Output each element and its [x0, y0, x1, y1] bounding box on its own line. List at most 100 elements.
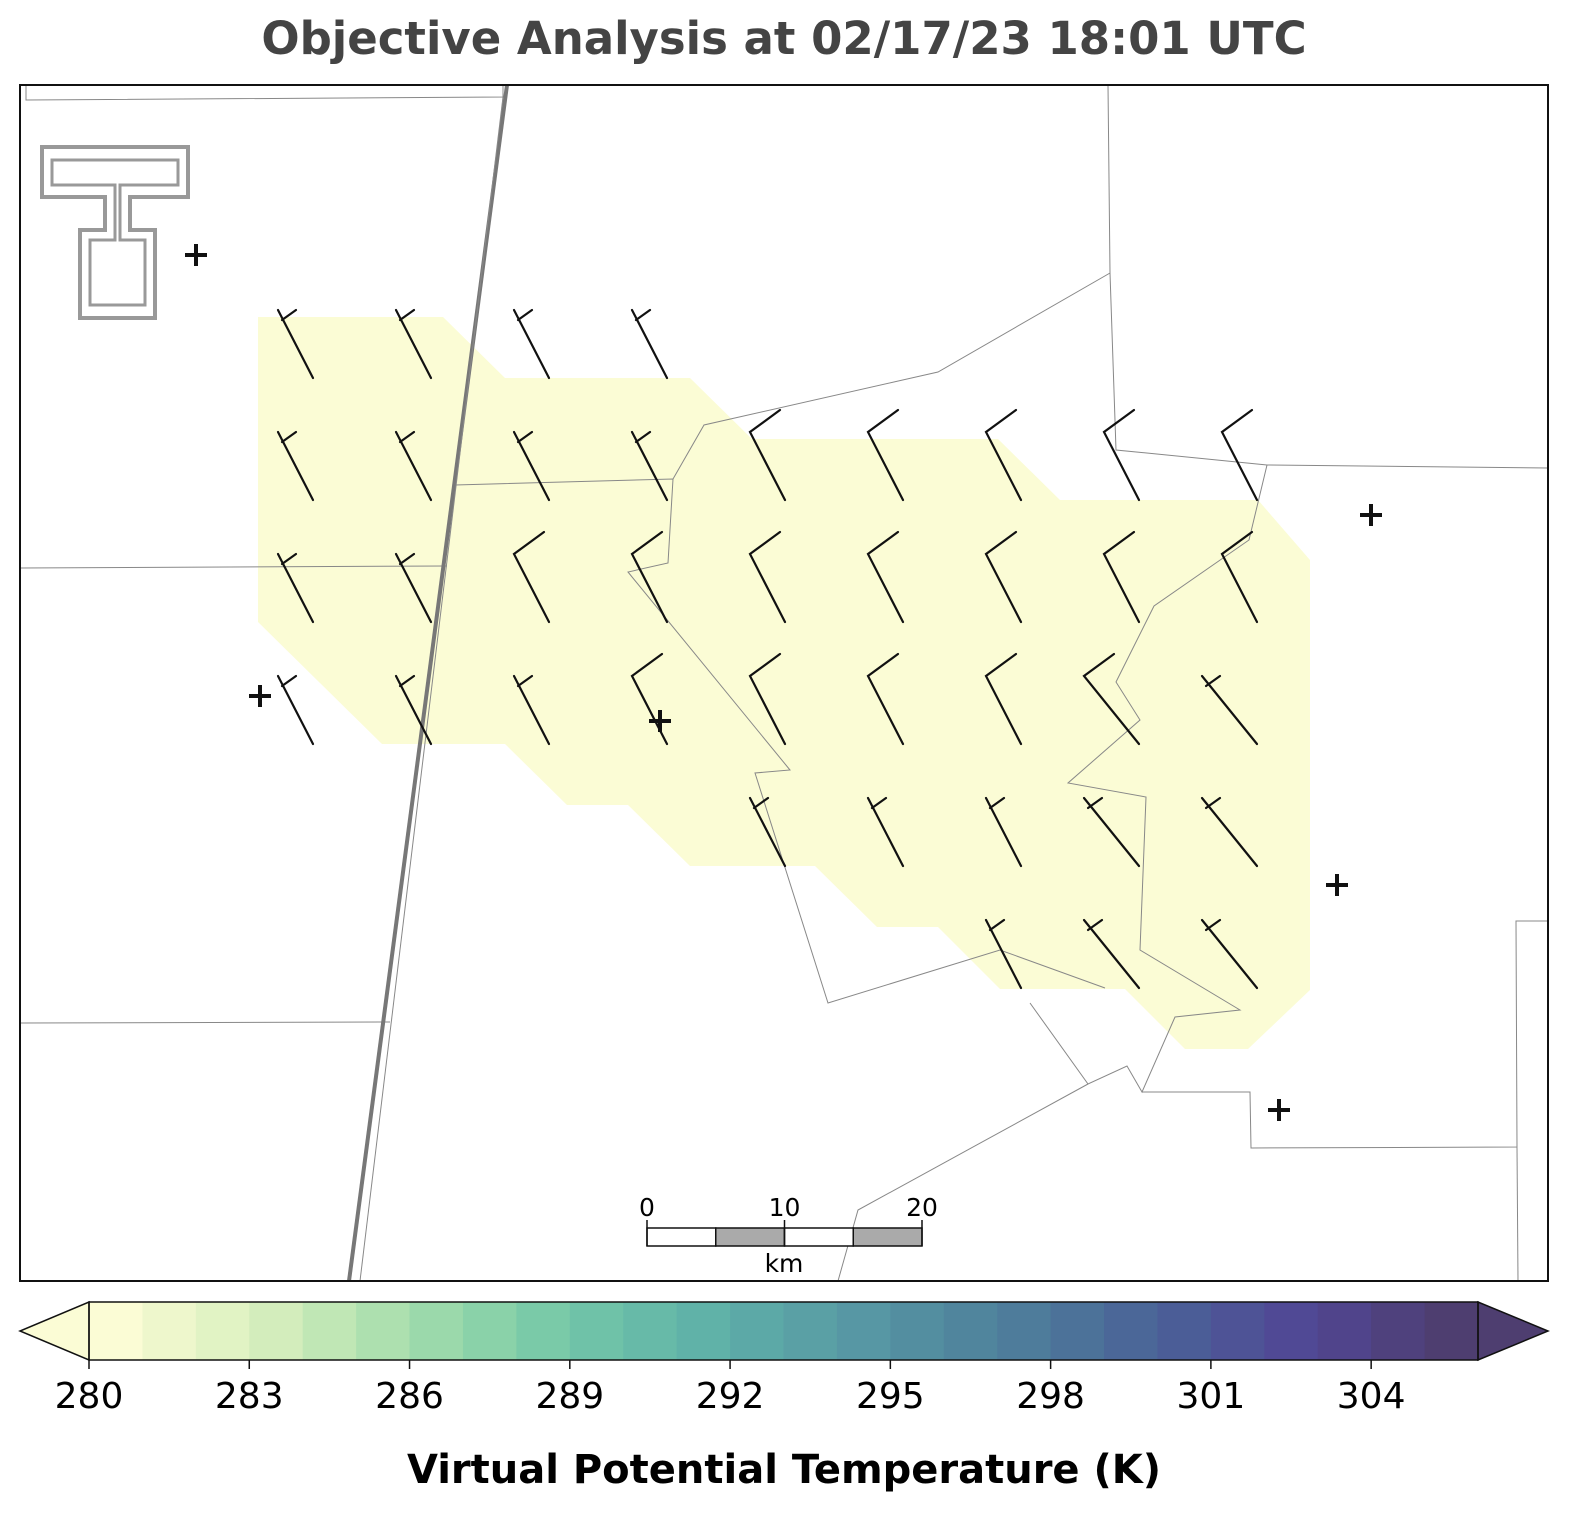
- wind-barb: [748, 796, 787, 868]
- stations: [185, 244, 1382, 1121]
- wind-barbs: [276, 308, 1259, 990]
- wind-barb: [512, 430, 551, 502]
- station-marker: [649, 710, 671, 732]
- wind-barb: [630, 430, 669, 502]
- scale-unit: km: [765, 1249, 804, 1278]
- colorbar-bin: [1371, 1302, 1426, 1360]
- wind-barb: [1102, 530, 1141, 624]
- colorbar-extend-high: [1477, 1300, 1550, 1362]
- wind-barb: [1082, 796, 1141, 868]
- wind-barb: [276, 308, 315, 380]
- colorbar-tick-label: 286: [375, 1376, 444, 1417]
- wind-barb: [1220, 408, 1259, 502]
- wind-barb: [512, 308, 551, 380]
- wind-barb: [984, 796, 1023, 868]
- colorbar-bin: [890, 1302, 945, 1360]
- colorbar-bin: [569, 1302, 624, 1360]
- wind-barb: [630, 530, 669, 624]
- wind-barb: [1220, 530, 1259, 624]
- wind-barb: [394, 674, 433, 746]
- colorbar-bin: [302, 1302, 357, 1360]
- wind-barb: [1082, 652, 1141, 746]
- wind-barb: [512, 530, 551, 624]
- colorbar-bin: [730, 1302, 784, 1360]
- colorbar-bin: [195, 1302, 250, 1360]
- wind-barb: [394, 308, 433, 380]
- scale-segment: [646, 1227, 717, 1247]
- colorbar-bin: [676, 1302, 731, 1360]
- wind-barb: [1200, 796, 1259, 868]
- station-marker: [249, 685, 271, 707]
- colorbar-bin: [249, 1302, 304, 1360]
- map-frame: [19, 84, 1549, 1282]
- colorbar-bin: [1210, 1302, 1265, 1360]
- wind-barb: [748, 408, 787, 502]
- colorbar-bin: [783, 1302, 838, 1360]
- colorbar-tick-label: 295: [856, 1376, 925, 1417]
- wind-barb: [984, 530, 1023, 624]
- county-lines: [19, 84, 1549, 1282]
- scale-tick-label: 20: [906, 1193, 938, 1222]
- scale-segment: [715, 1227, 786, 1247]
- wind-barb: [748, 652, 787, 746]
- colorbar-bin: [623, 1302, 678, 1360]
- logo: [40, 145, 190, 320]
- colorbar-bin: [462, 1302, 517, 1360]
- station-marker: [185, 244, 207, 266]
- colorbar: Virtual Potential Temperature (K) 280 283…: [18, 1300, 1550, 1493]
- wind-barb: [394, 552, 433, 624]
- colorbar-bin: [1424, 1302, 1479, 1360]
- colorbar-bin: [1264, 1302, 1319, 1360]
- wind-barb: [1200, 918, 1259, 990]
- colorbar-label: Virtual Potential Temperature (K): [407, 1447, 1161, 1493]
- colorbar-tick-label: 280: [55, 1376, 124, 1417]
- wind-barb: [866, 530, 905, 624]
- scale-tick-label: 0: [639, 1193, 655, 1222]
- wind-barb: [866, 652, 905, 746]
- wind-barb: [748, 530, 787, 624]
- colorbar-extend-low: [18, 1300, 90, 1362]
- colorbar-bin: [1104, 1302, 1158, 1360]
- colorbar-bin: [409, 1302, 464, 1360]
- colorbar-bin: [943, 1302, 998, 1360]
- wind-barb: [1082, 918, 1141, 990]
- scale-bar: km 0 10 20: [639, 1193, 938, 1278]
- wind-barb: [276, 552, 315, 624]
- wind-barb: [984, 918, 1023, 990]
- colorbar-bin: [836, 1302, 891, 1360]
- wind-barb: [1102, 408, 1141, 502]
- colorbar-bin: [1157, 1302, 1212, 1360]
- wind-barb: [866, 796, 905, 868]
- colorbar-bin: [89, 1302, 143, 1360]
- colorbar-tick-label: 283: [215, 1376, 284, 1417]
- wind-barb: [984, 652, 1023, 746]
- colorbar-tick-label: 298: [1016, 1376, 1085, 1417]
- station-marker: [1268, 1099, 1290, 1121]
- wind-barb: [630, 308, 669, 380]
- analysis-field: [258, 317, 1310, 1049]
- wind-barb: [276, 674, 315, 746]
- colorbar-bin: [516, 1302, 571, 1360]
- scale-segment: [783, 1227, 854, 1247]
- colorbar-tick-label: 292: [696, 1376, 765, 1417]
- wind-barb: [866, 408, 905, 502]
- wind-barb: [276, 430, 315, 502]
- colorbar-tick-label: 289: [535, 1376, 604, 1417]
- colorbar-bin: [1050, 1302, 1105, 1360]
- station-marker: [1360, 504, 1382, 526]
- station-marker: [1326, 874, 1348, 896]
- wind-barb: [394, 430, 433, 502]
- map: km 0 10 20: [19, 84, 1549, 1282]
- title: Objective Analysis at 02/17/23 18:01 UTC: [261, 12, 1306, 65]
- wind-barb: [1200, 674, 1259, 746]
- scale-segment: [852, 1227, 923, 1247]
- wind-barb: [512, 674, 551, 746]
- wind-barb: [984, 408, 1023, 502]
- colorbar-bin: [997, 1302, 1052, 1360]
- colorbar-bin: [1317, 1302, 1372, 1360]
- colorbar-bin: [356, 1302, 411, 1360]
- colorbar-tick-label: 304: [1337, 1376, 1406, 1417]
- scale-tick-label: 10: [769, 1193, 801, 1222]
- colorbar-frame: [88, 1301, 1479, 1361]
